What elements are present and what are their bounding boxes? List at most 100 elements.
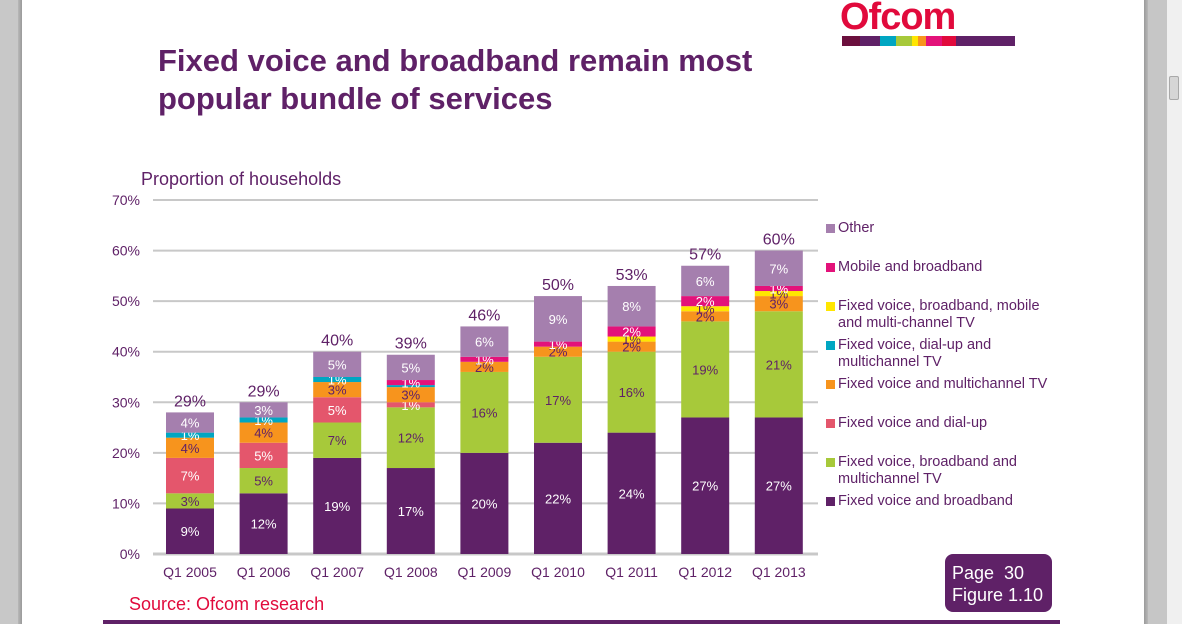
total-label: 40% <box>321 333 353 350</box>
bar-segment <box>534 356 582 443</box>
data-label: 20% <box>471 496 497 511</box>
viewer-right-margin <box>1144 0 1167 624</box>
data-label: 27% <box>692 479 718 494</box>
legend-item: Fixed voice and multichannel TV <box>826 376 1058 393</box>
data-label: 17% <box>398 504 424 519</box>
bar-segment <box>754 285 803 292</box>
data-label: 22% <box>545 491 571 506</box>
logo-bar-segment <box>926 36 942 46</box>
data-label: 5% <box>328 357 347 372</box>
legend-item: Fixed voice, broadband and multichannel … <box>826 454 1058 488</box>
bar-segment <box>607 326 656 337</box>
legend-swatch <box>826 341 835 350</box>
bar-segment <box>166 412 214 433</box>
bar-segment <box>534 346 582 357</box>
x-tick-label: Q1 2013 <box>752 564 806 580</box>
legend-item: Mobile and broadband <box>826 259 1058 276</box>
bar-segment <box>313 397 362 423</box>
x-tick-label: Q1 2011 <box>605 564 658 580</box>
bar-segment <box>534 296 582 342</box>
data-label: 2% <box>696 309 715 324</box>
viewer-left-margin <box>0 0 22 624</box>
data-label: 3% <box>401 388 420 403</box>
data-label: 6% <box>696 274 715 289</box>
bar-segment <box>166 457 214 494</box>
scrollbar-thumb[interactable] <box>1169 76 1179 100</box>
legend-label: Fixed voice and dial-up <box>838 415 988 431</box>
page-number: Page 30 <box>952 563 1025 583</box>
logo-bar-segment <box>842 36 860 46</box>
logo-bar-segment <box>880 36 896 46</box>
data-label: 4% <box>181 441 200 456</box>
data-label: 19% <box>324 499 350 514</box>
data-label: 27% <box>766 479 792 494</box>
total-label: 29% <box>248 383 280 400</box>
logo-bar-segment <box>860 36 880 46</box>
bar-segment <box>166 437 214 458</box>
data-label: 3% <box>769 297 788 312</box>
bar-segment <box>681 306 730 312</box>
bar-segment <box>166 432 214 438</box>
y-tick-label: 70% <box>112 192 140 208</box>
data-label: 3% <box>181 494 200 509</box>
data-label: 9% <box>549 312 568 327</box>
data-label: 5% <box>254 448 273 463</box>
legend-swatch <box>826 263 835 272</box>
bar-segment <box>386 380 435 386</box>
data-label: 12% <box>251 517 277 532</box>
bar-segment <box>239 493 288 554</box>
bar-segment <box>681 311 730 322</box>
legend-label: Fixed voice and broadband <box>838 493 1013 509</box>
legend-item: Fixed voice and dial-up <box>826 415 1058 432</box>
data-label: 16% <box>471 405 497 420</box>
y-tick-label: 30% <box>112 394 140 410</box>
logo-bar-segment <box>942 36 956 46</box>
bar-segment <box>166 508 214 554</box>
bar-segment <box>754 291 803 297</box>
bar-segment <box>386 407 435 469</box>
footer-divider <box>103 620 1060 624</box>
data-label: 4% <box>181 416 200 431</box>
data-label: 3% <box>328 383 347 398</box>
total-label: 46% <box>468 307 500 324</box>
total-label: 50% <box>542 277 574 294</box>
x-tick-label: Q1 2006 <box>237 564 291 580</box>
bar-segment <box>239 468 288 494</box>
page-figure-badge: Page 30 Figure 1.10 <box>945 554 1052 612</box>
source-note: Source: Ofcom research <box>129 594 325 614</box>
legend-label: Fixed voice, broadband, mobile and multi… <box>838 298 1040 331</box>
data-label: 6% <box>475 335 494 350</box>
bar-segment <box>754 250 803 286</box>
x-tick-label: Q1 2012 <box>678 564 732 580</box>
bar-segment <box>460 356 509 362</box>
legend-swatch <box>826 497 835 506</box>
legend-item: Fixed voice, broadband, mobile and multi… <box>826 298 1058 332</box>
ofcom-logo: Ofcom <box>840 0 1016 46</box>
logo-bar-segment <box>918 36 926 46</box>
data-label: 5% <box>401 360 420 375</box>
legend-swatch <box>826 224 835 233</box>
bar-segment <box>607 432 656 554</box>
y-axis-label: Proportion of households <box>141 169 342 189</box>
data-label: 5% <box>254 474 273 489</box>
data-label: 21% <box>766 357 792 372</box>
vertical-scrollbar[interactable] <box>1167 0 1182 624</box>
bar-segment <box>386 402 435 408</box>
y-tick-label: 20% <box>112 445 140 461</box>
legend-label: Other <box>838 220 875 236</box>
legend-swatch <box>826 458 835 467</box>
data-label: 12% <box>398 431 424 446</box>
bar-segment <box>239 402 288 418</box>
bar-segment <box>754 296 803 312</box>
x-tick-label: Q1 2009 <box>458 564 512 580</box>
y-tick-label: 40% <box>112 344 140 360</box>
logo-text: Ofcom <box>840 0 956 38</box>
bar-segment <box>460 361 509 372</box>
bar-segment <box>681 417 730 554</box>
logo-bar-segment <box>912 36 918 46</box>
bar-segment <box>534 442 582 554</box>
bar-segment <box>681 265 730 297</box>
bar-segment <box>313 457 362 554</box>
total-label: 39% <box>395 336 427 353</box>
